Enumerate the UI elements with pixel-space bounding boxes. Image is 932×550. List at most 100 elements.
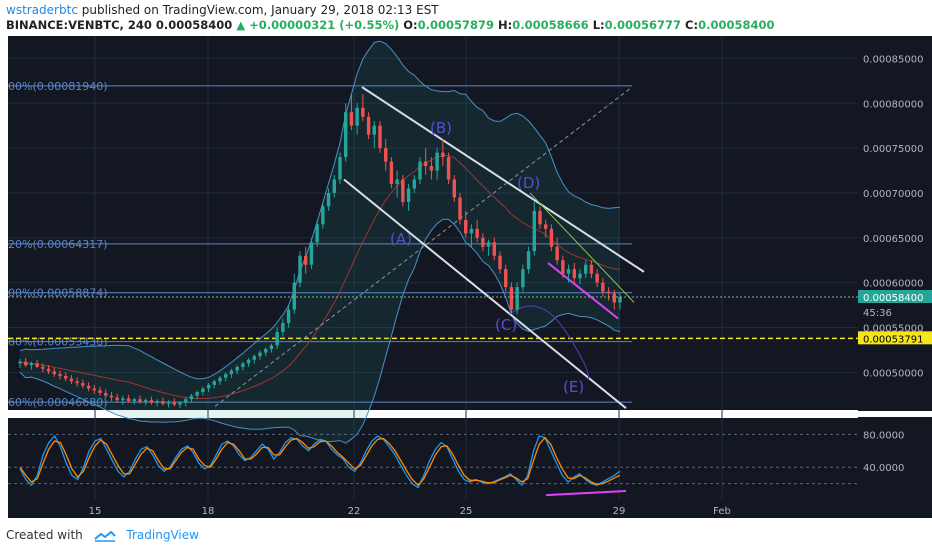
candle-body bbox=[258, 352, 262, 357]
candle-body bbox=[498, 255, 502, 270]
candle-body bbox=[184, 399, 188, 403]
candle-body bbox=[286, 309, 291, 324]
candle-body bbox=[601, 282, 605, 292]
high-label: H: bbox=[498, 18, 513, 32]
candle-body bbox=[241, 363, 245, 367]
candle-body bbox=[224, 374, 228, 378]
candle-body bbox=[126, 398, 131, 402]
candle-body bbox=[64, 375, 68, 379]
price-divergence-line bbox=[547, 262, 619, 320]
candle-body bbox=[52, 371, 56, 375]
candle-body bbox=[441, 152, 445, 158]
last-price-tag-text: 0.00058400 bbox=[863, 293, 923, 304]
oscillator-divergence-line bbox=[545, 489, 627, 497]
open-label: O: bbox=[403, 18, 418, 32]
candle-body bbox=[435, 152, 439, 171]
candle-body bbox=[389, 161, 394, 184]
candle-body bbox=[275, 331, 279, 346]
candle-body bbox=[446, 157, 451, 180]
candle-body bbox=[109, 395, 114, 398]
candle-body bbox=[86, 385, 91, 389]
author-link[interactable]: wstraderbtc bbox=[6, 3, 78, 17]
candle-body bbox=[566, 269, 571, 274]
fib-level-label: 00%(0.00058874) bbox=[8, 287, 108, 300]
candle-body bbox=[486, 242, 491, 247]
candle-body bbox=[504, 269, 508, 288]
price-tick-label: 0.00085000 bbox=[863, 54, 923, 65]
support-level-tag bbox=[858, 331, 932, 345]
candle-body bbox=[332, 179, 336, 193]
candle-body bbox=[206, 384, 211, 389]
footer: Created with TradingView bbox=[6, 528, 199, 542]
time-axis bbox=[8, 500, 858, 518]
candle-body bbox=[429, 166, 434, 171]
oscillator-tick-label: 40.0000 bbox=[863, 463, 904, 474]
candle-body bbox=[412, 179, 416, 189]
candle-body bbox=[612, 293, 616, 303]
stoch-k-line bbox=[19, 434, 621, 489]
candle-body bbox=[132, 399, 136, 402]
candle-body bbox=[338, 157, 342, 180]
wave-path bbox=[509, 305, 590, 380]
time-tick-label: 15 bbox=[89, 506, 102, 517]
candle-body bbox=[344, 112, 348, 158]
bollinger-lower bbox=[19, 218, 621, 444]
price-tick-label: 0.00075000 bbox=[863, 144, 923, 155]
price-tick-label: 0.00060000 bbox=[863, 279, 923, 290]
last-price-tag bbox=[858, 289, 932, 303]
candle-body bbox=[589, 264, 594, 274]
candle-body bbox=[121, 398, 125, 401]
high-value: 0.00058666 bbox=[512, 18, 589, 32]
candle-body bbox=[452, 179, 456, 198]
time-tick-label: Feb bbox=[713, 506, 731, 517]
candle-body bbox=[29, 363, 34, 366]
candle-body bbox=[195, 392, 199, 396]
candle-body bbox=[41, 366, 45, 369]
candle-body bbox=[309, 242, 314, 265]
candle-body bbox=[561, 260, 565, 274]
candle-body bbox=[18, 361, 22, 364]
candle-body bbox=[395, 179, 399, 184]
candle-body bbox=[235, 366, 239, 371]
close-value: 0.00058400 bbox=[698, 18, 775, 32]
candle-body bbox=[218, 377, 222, 382]
low-value: 0.00056777 bbox=[604, 18, 682, 32]
candle-body bbox=[378, 125, 382, 149]
candle-body bbox=[475, 228, 479, 238]
candle-body bbox=[372, 125, 376, 135]
candle-body bbox=[298, 255, 302, 283]
candle-body bbox=[281, 323, 285, 332]
oscillator-tick-label: 80.0000 bbox=[863, 430, 904, 441]
candle-body bbox=[201, 388, 205, 393]
candle-body bbox=[555, 246, 559, 261]
candle-body bbox=[458, 197, 462, 220]
candle-body bbox=[584, 264, 588, 274]
candle-body bbox=[481, 237, 485, 247]
publish-info: wstraderbtc published on TradingView.com… bbox=[6, 3, 439, 17]
elliott-wave-label: (A) bbox=[390, 230, 412, 248]
candle-body bbox=[304, 255, 308, 265]
resistance-trendline bbox=[529, 192, 635, 303]
candle-body bbox=[521, 269, 525, 288]
open-value: 0.00057879 bbox=[417, 18, 495, 32]
tradingview-logo-icon bbox=[93, 530, 116, 542]
candle-body bbox=[58, 374, 62, 376]
tradingview-brand[interactable]: TradingView bbox=[126, 528, 199, 542]
candle-body bbox=[326, 192, 331, 207]
candle-body bbox=[401, 179, 405, 202]
candle-body bbox=[144, 400, 148, 402]
candle-body bbox=[155, 401, 159, 403]
candle-body bbox=[544, 224, 548, 229]
candle-body bbox=[418, 161, 422, 180]
countdown-label: 45:36 bbox=[863, 308, 892, 319]
candle-body bbox=[264, 349, 268, 353]
candle-body bbox=[252, 356, 256, 360]
candle-body bbox=[355, 107, 359, 126]
candle-body bbox=[464, 219, 468, 234]
candle-body bbox=[618, 296, 622, 303]
candle-body bbox=[81, 383, 85, 386]
fib-level-label: 20%(0.00064317) bbox=[8, 238, 108, 251]
created-with-text: Created with bbox=[6, 528, 83, 542]
time-tick-label: 18 bbox=[202, 506, 215, 517]
